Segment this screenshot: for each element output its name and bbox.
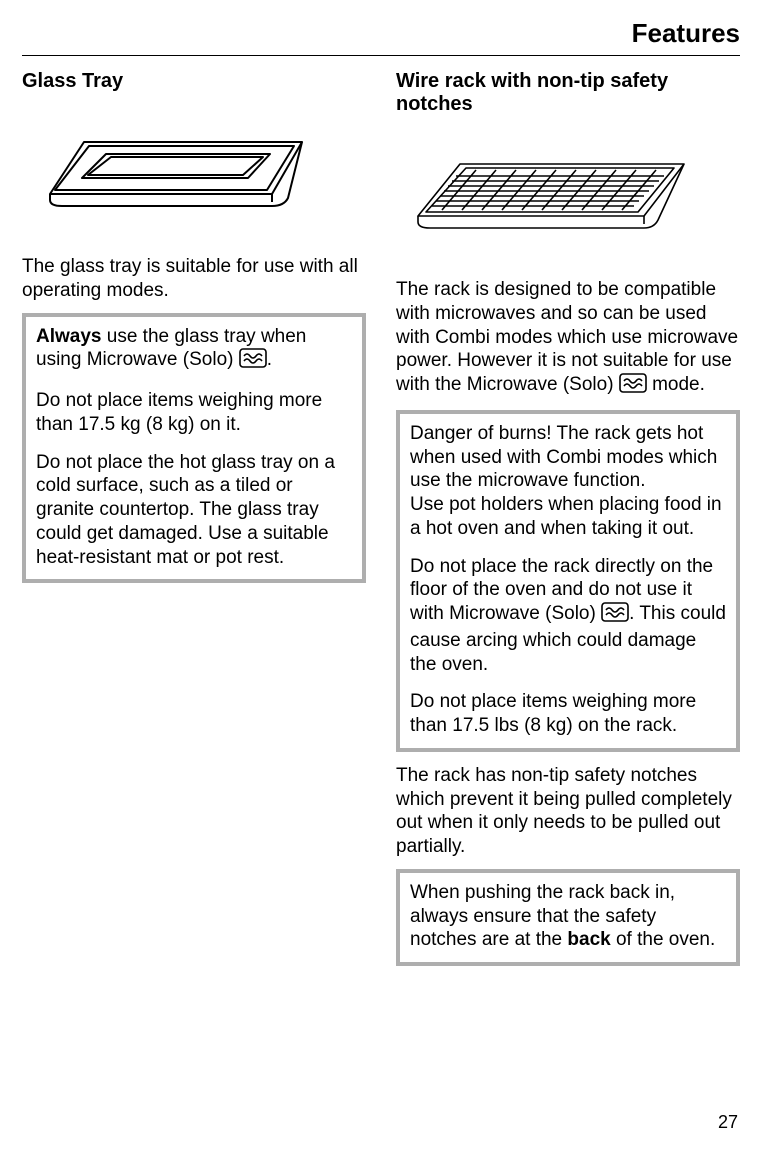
- right-box2-p1: When pushing the rack back in, always en…: [410, 881, 726, 952]
- right-box1-p1b: Use pot holders when placing food in a h…: [410, 493, 726, 541]
- glass-tray-figure: [22, 111, 366, 231]
- two-column-layout: Glass Tray The glass tray is suitable fo…: [22, 70, 740, 978]
- microwave-icon: [619, 373, 647, 400]
- right-note-box-1: Danger of burns! The rack gets hot when …: [396, 410, 740, 752]
- microwave-icon: [601, 602, 629, 629]
- always-bold: Always: [36, 326, 101, 347]
- left-column: Glass Tray The glass tray is suitable fo…: [22, 70, 366, 978]
- glass-tray-icon: [22, 116, 312, 226]
- left-box-p1b: .: [267, 349, 272, 370]
- back-bold: back: [567, 929, 610, 950]
- left-heading: Glass Tray: [22, 70, 366, 93]
- right-intro: The rack is designed to be compatible wi…: [396, 278, 740, 400]
- right-box1-p3: Do not place items weighing more than 17…: [410, 690, 726, 738]
- wire-rack-figure: [396, 134, 740, 254]
- right-box2-p1b: of the oven.: [611, 929, 716, 950]
- right-intro-b: mode.: [647, 374, 705, 395]
- right-heading: Wire rack with non-tip safety notches: [396, 70, 740, 116]
- right-column: Wire rack with non-tip safety notches: [396, 70, 740, 978]
- left-note-box: Always use the glass tray when using Mic…: [22, 313, 366, 584]
- microwave-icon: [239, 348, 267, 375]
- left-box-p1: Always use the glass tray when using Mic…: [36, 325, 352, 376]
- right-outro: The rack has non-tip safety notches whic…: [396, 764, 740, 859]
- page-number: 27: [718, 1112, 738, 1133]
- wire-rack-icon: [396, 144, 696, 244]
- left-box-p3: Do not place the hot glass tray on a col…: [36, 451, 352, 570]
- right-box1-p1: Danger of burns! The rack gets hot when …: [410, 422, 726, 493]
- right-box1-p1a: Danger of burns! The rack gets hot when …: [410, 423, 717, 492]
- page-title: Features: [22, 18, 740, 49]
- right-note-box-2: When pushing the rack back in, always en…: [396, 869, 740, 966]
- left-intro: The glass tray is suitable for use with …: [22, 255, 366, 303]
- title-rule: [22, 55, 740, 56]
- left-box-p2: Do not place items weighing more than 17…: [36, 389, 352, 437]
- right-box1-p2: Do not place the rack directly on the fl…: [410, 555, 726, 677]
